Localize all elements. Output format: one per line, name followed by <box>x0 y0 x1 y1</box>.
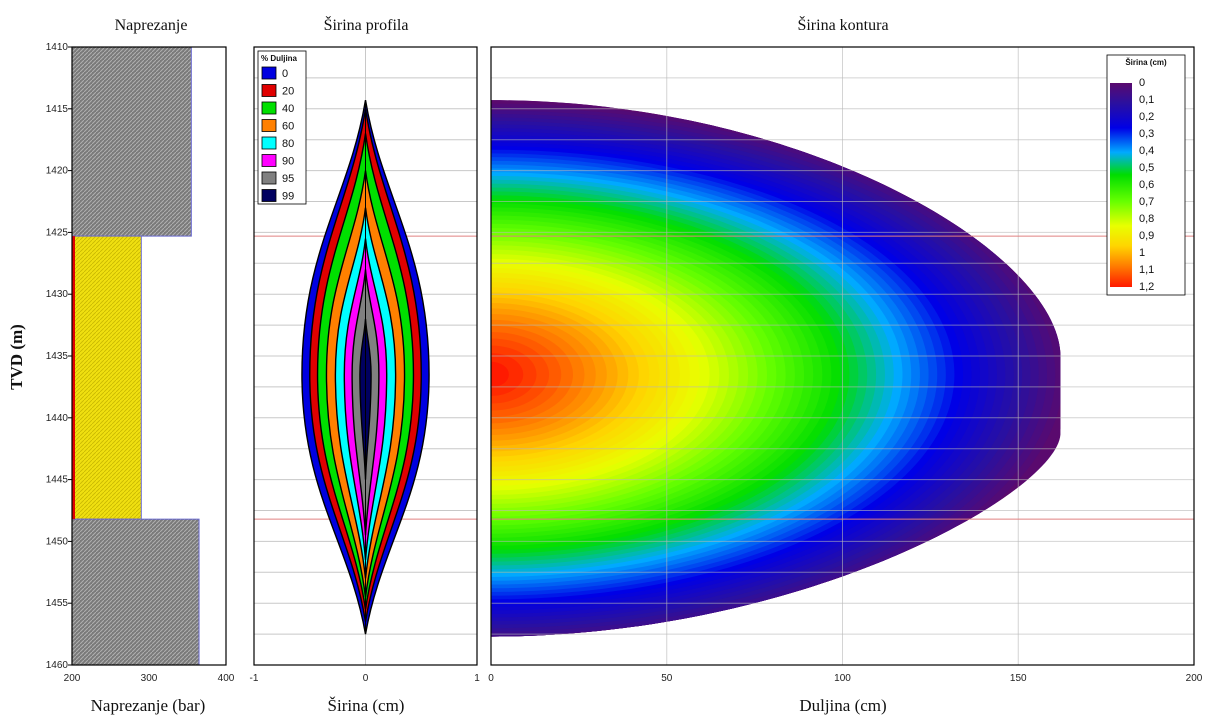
legend-label-80: 80 <box>282 138 294 150</box>
y-tick-label: 1425 <box>46 227 69 238</box>
panel2-x-tick-label: 0 <box>363 673 369 684</box>
panel1-x-tick-label: 400 <box>218 673 235 684</box>
colorbar-label: 0,8 <box>1139 213 1154 225</box>
panel3-title: Širina kontura <box>797 15 888 34</box>
panel1-x-tick-label: 200 <box>64 673 81 684</box>
y-tick-label: 1460 <box>46 660 69 671</box>
panel2-frame <box>253 46 478 666</box>
width-contour-panel: 0 50 100 150 200 Širina (cm) 0 0,1 0,2 0,3 0,4 0,5 0… <box>488 46 1203 684</box>
panel2-x-tick-label: -1 <box>250 673 259 684</box>
colorbar-label: 1,1 <box>1139 264 1154 276</box>
y-tick-label: 1415 <box>46 104 69 115</box>
colorbar-label: 1 <box>1139 247 1145 259</box>
legend-swatch-95 <box>261 171 277 185</box>
colorbar-label: 0,6 <box>1139 179 1154 191</box>
legend-swatch-20 <box>261 84 277 97</box>
legend-label-20: 20 <box>282 86 294 98</box>
y-tick-label: 1450 <box>46 536 69 547</box>
width-profile-panel: % Duljina 0 20 40 60 80 90 95 99 -1 0 1 <box>250 46 480 684</box>
profile-legend-title: % Duljina <box>261 54 298 63</box>
colorbar-label: 0,7 <box>1139 196 1154 208</box>
panel3-x-tick-label: 150 <box>1010 673 1027 684</box>
panel3-x-tick-label: 100 <box>834 673 851 684</box>
legend-label-90: 90 <box>282 156 294 168</box>
stress-layer-1 <box>71 235 142 520</box>
panel3-x-tick-label: 200 <box>1186 673 1203 684</box>
y-tick-label: 1440 <box>46 413 69 424</box>
colorbar-label: 0,3 <box>1139 128 1154 140</box>
y-tick-label: 1420 <box>46 166 69 177</box>
y-tick-label: 1455 <box>46 598 69 609</box>
contour-bands <box>491 100 1061 637</box>
legend-label-0: 0 <box>282 68 288 80</box>
panel3-frame <box>490 46 1195 666</box>
panel3-x-tick-label: 0 <box>488 673 494 684</box>
stress-panel: 1410 1415 1420 1425 1430 1435 1440 1445 1450 1455… <box>46 42 235 684</box>
legend-swatch-99 <box>261 189 277 202</box>
y-tick-label: 1410 <box>46 42 69 53</box>
stress-layer-0 <box>71 46 192 237</box>
stress-layer-2 <box>71 518 200 666</box>
y-tick-label: 1445 <box>46 475 69 486</box>
legend-label-95: 95 <box>282 173 294 185</box>
legend-label-40: 40 <box>282 103 294 115</box>
panel1-x-axis-label: Naprezanje (bar) <box>91 696 206 715</box>
legend-swatch-60 <box>261 119 277 132</box>
y-tick-label: 1435 <box>46 351 69 362</box>
panel2-x-axis-label: Širina (cm) <box>328 696 405 715</box>
legend-swatch-0 <box>261 66 277 80</box>
panel1-x-tick-label: 300 <box>141 673 158 684</box>
panel3-x-tick-label: 50 <box>661 673 673 684</box>
panel2-title: Širina profila <box>324 15 409 34</box>
colorbar-label: 0,9 <box>1139 230 1154 242</box>
colorbar-label: 0,4 <box>1139 145 1154 157</box>
colorbar-label: 1,2 <box>1139 281 1154 293</box>
colorbar-label: 0 <box>1139 77 1145 89</box>
colorbar-label: 0,1 <box>1139 94 1154 106</box>
legend-swatch-80 <box>261 136 277 150</box>
contour-band <box>491 361 509 388</box>
panel2-x-tick-label: 1 <box>474 673 480 684</box>
colorbar-title: Širina (cm) <box>1125 58 1167 67</box>
colorbar <box>1110 83 1132 287</box>
colorbar-label: 0,2 <box>1139 111 1154 123</box>
y-axis-label: TVD (m) <box>7 324 26 390</box>
panel3-x-axis-label: Duljina (cm) <box>799 696 886 715</box>
panel1-title: Naprezanje <box>115 17 188 34</box>
legend-label-60: 60 <box>282 121 294 133</box>
pay-zone-marker <box>72 236 75 520</box>
y-tick-label: 1430 <box>46 289 69 300</box>
legend-swatch-90 <box>261 154 277 167</box>
legend-label-99: 99 <box>282 191 294 203</box>
colorbar-label: 0,5 <box>1139 162 1154 174</box>
legend-swatch-40 <box>261 101 277 115</box>
